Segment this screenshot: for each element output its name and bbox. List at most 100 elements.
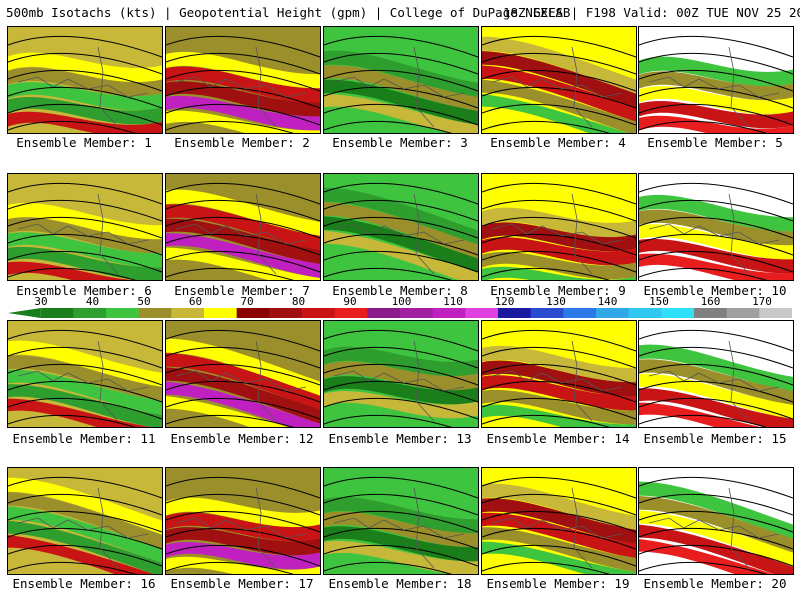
colorbar-tick-label: 70 xyxy=(240,295,254,308)
member-map-18 xyxy=(323,467,479,575)
member-map-11 xyxy=(7,320,163,428)
wind-speed-band xyxy=(639,359,793,406)
height-contour xyxy=(324,414,453,427)
member-caption: Ensemble Member: 9 xyxy=(490,283,626,298)
state-borders xyxy=(17,340,149,422)
state-borders xyxy=(333,193,465,275)
height-contour xyxy=(639,120,768,133)
member-caption: Ensemble Member: 5 xyxy=(647,135,783,150)
state-borders xyxy=(648,340,780,422)
state-borders xyxy=(491,46,623,128)
wind-speed-band xyxy=(8,340,162,388)
member-map-10 xyxy=(638,173,794,281)
height-contour xyxy=(324,397,478,420)
height-contour xyxy=(324,544,478,567)
member-caption: Ensemble Member: 11 xyxy=(12,431,156,446)
wind-speed-band xyxy=(8,246,162,280)
state-borders xyxy=(648,193,780,275)
height-contour xyxy=(8,329,162,352)
colorbar-tick-label: 130 xyxy=(546,295,566,308)
wind-speed-band xyxy=(8,202,162,240)
height-contour xyxy=(482,199,636,222)
height-contour xyxy=(166,52,320,75)
member-map-17 xyxy=(165,467,321,575)
height-contour xyxy=(482,216,636,239)
isotach-field xyxy=(324,27,478,133)
member-map-15 xyxy=(638,320,794,428)
colorbar-tick-label: 140 xyxy=(597,295,618,308)
height-contour xyxy=(639,103,793,126)
wind-speed-band xyxy=(639,238,793,274)
height-contour xyxy=(8,363,162,386)
state-borders xyxy=(333,46,465,128)
member-caption: Ensemble Member: 7 xyxy=(174,283,310,298)
colorbar-swatch xyxy=(596,308,630,318)
height-contour xyxy=(639,397,793,420)
member-map-16 xyxy=(7,467,163,575)
colorbar-swatch xyxy=(302,308,336,318)
height-contour xyxy=(639,346,793,369)
colorbar-swatch xyxy=(563,308,597,318)
height-contour xyxy=(166,199,320,222)
height-contour xyxy=(166,120,295,133)
height-contour xyxy=(166,233,320,256)
height-contour xyxy=(8,544,162,567)
wind-speed-band xyxy=(639,388,793,427)
height-contour xyxy=(8,69,162,92)
colorbar-swatch xyxy=(171,308,205,318)
height-contour xyxy=(324,86,478,109)
height-contour xyxy=(324,510,478,533)
height-contour xyxy=(8,476,162,499)
wind-speed-band xyxy=(8,369,162,416)
wind-speed-band xyxy=(639,402,761,427)
height-contour xyxy=(639,363,793,386)
member-caption: Ensemble Member: 20 xyxy=(643,576,787,591)
member-map-2 xyxy=(165,26,321,134)
height-contour xyxy=(8,199,162,222)
height-contour xyxy=(482,120,611,133)
run-info: 18Z GEFS | F198 Valid: 00Z TUE NOV 25 20… xyxy=(503,5,800,20)
colorbar-swatch xyxy=(432,308,466,318)
wind-speed-band xyxy=(324,216,478,273)
height-contour xyxy=(166,476,320,499)
wind-speed-band xyxy=(324,346,478,377)
colorbar-tick-label: 30 xyxy=(34,295,48,308)
colorbar-swatch xyxy=(726,308,760,318)
state-borders xyxy=(17,193,149,275)
wind-speed-band xyxy=(8,398,150,427)
wind-speed-band xyxy=(324,94,478,133)
map-title: 500mb Isotachs (kts) | Geopotential Heig… xyxy=(6,5,571,20)
isotach-field xyxy=(166,321,320,427)
colorbar-scale xyxy=(8,308,792,318)
colorbar-swatch xyxy=(661,308,695,318)
colorbar: 30 40 50 60 70 80 90 100 110 120 130 140 150 160 170 xyxy=(8,295,792,321)
isotach-field xyxy=(639,27,793,133)
height-contour xyxy=(166,182,320,205)
height-contour xyxy=(639,544,793,567)
wind-speed-band xyxy=(639,524,793,574)
height-contour xyxy=(8,346,162,369)
wind-speed-band xyxy=(324,555,448,574)
height-contour xyxy=(8,120,137,133)
member-map-4 xyxy=(481,26,637,134)
member-map-9 xyxy=(481,173,637,281)
wind-speed-band xyxy=(166,512,320,542)
isotach-field xyxy=(166,174,320,280)
isotach-field xyxy=(8,321,162,427)
wind-speed-band xyxy=(482,79,636,133)
colorbar-swatch xyxy=(465,308,499,318)
height-contour xyxy=(482,52,636,75)
state-borders xyxy=(648,487,780,569)
member-caption: Ensemble Member: 19 xyxy=(486,576,630,591)
height-contour xyxy=(639,267,768,280)
colorbar-swatch xyxy=(138,308,172,318)
member-map-19 xyxy=(481,467,637,575)
member-caption: Ensemble Member: 14 xyxy=(486,431,630,446)
height-contour xyxy=(482,414,611,427)
wind-speed-band xyxy=(482,251,636,280)
height-contour xyxy=(8,182,162,205)
wind-speed-band xyxy=(324,108,446,133)
wind-speed-band xyxy=(8,52,162,83)
wind-speed-band xyxy=(324,361,478,391)
wind-speed-band xyxy=(166,66,320,103)
